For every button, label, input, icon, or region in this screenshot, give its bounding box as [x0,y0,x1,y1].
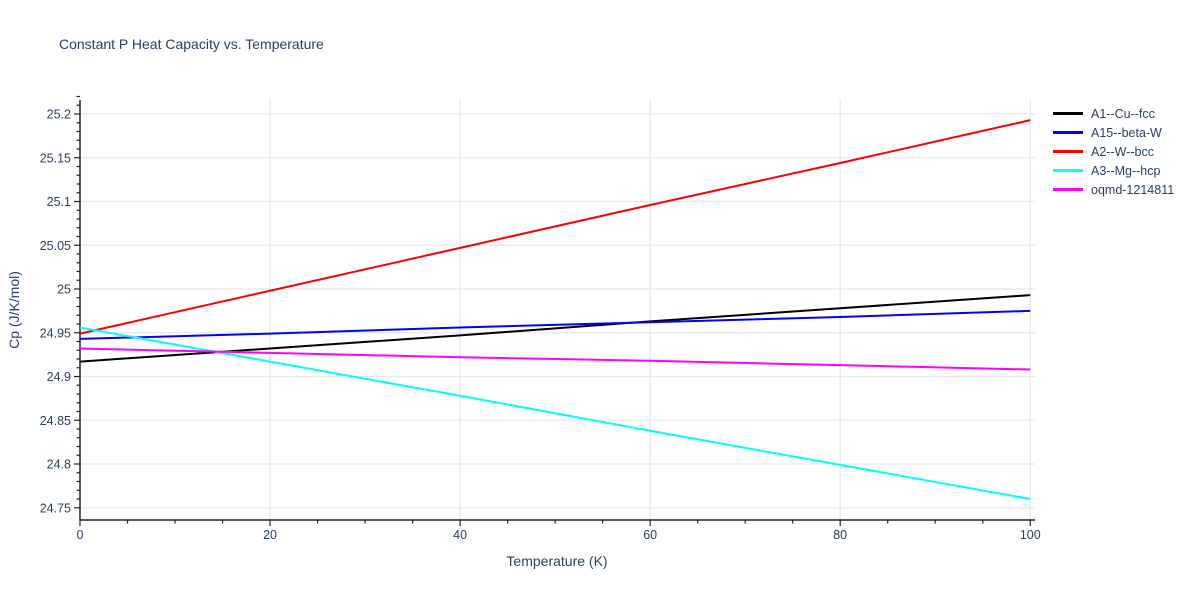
legend-swatch-line [1053,112,1083,115]
y-tick-label: 24.95 [40,326,71,340]
x-tick-label: 20 [263,528,277,542]
y-tick-label: 25 [57,283,71,297]
legend-swatch-line [1053,150,1083,153]
x-tick-label: 100 [1020,528,1041,542]
series-line-A15--beta-W [79,309,1031,340]
x-axis-title: Temperature (K) [506,553,608,569]
legend-swatch-line [1053,169,1083,172]
chart-title: Constant P Heat Capacity vs. Temperature [59,36,324,52]
legend-item[interactable]: A15--beta-W [1053,123,1174,142]
y-tick-label: 25.1 [47,195,71,209]
legend: A1--Cu--fcc A15--beta-W A2--W--bcc A3--M… [1053,104,1174,199]
axis-lines [79,100,1035,521]
x-tick-label: 80 [833,528,847,542]
x-tick-label: 40 [453,528,467,542]
legend-swatch-line [1053,188,1083,191]
y-tick-label: 24.8 [47,458,71,472]
x-tick-label: 0 [77,528,84,542]
y-tick-label: 25.05 [40,239,71,253]
legend-item-label: A1--Cu--fcc [1091,106,1155,121]
y-axis-title: Cp (J/K/mol) [6,271,22,349]
y-tick-label: 25.15 [40,151,71,165]
axis-ticks [74,95,1031,526]
tick-labels: 24.75 24.8 24.85 24.9 24.95 25 25.05 25.1 25.15 2… [40,108,1041,543]
series-line-oqmd-1214811 [79,347,1031,371]
gridlines [80,100,1035,520]
series-line-A1--Cu--fcc [79,294,1031,363]
y-tick-label: 24.85 [40,414,71,428]
legend-item-label: oqmd-1214811 [1091,182,1175,197]
x-tick-label: 60 [643,528,657,542]
y-tick-label: 25.2 [47,108,71,122]
legend-item[interactable]: A2--W--bcc [1053,142,1174,161]
y-tick-label: 24.9 [47,370,71,384]
legend-item[interactable]: A3--Mg--hcp [1053,161,1174,180]
legend-swatch-line [1053,131,1083,134]
legend-item-label: A15--beta-W [1091,125,1162,140]
legend-item-label: A2--W--bcc [1091,144,1154,159]
y-tick-label: 24.75 [40,501,71,515]
legend-item[interactable]: oqmd-1214811 [1053,180,1174,199]
series-line-A3--Mg--hcp [79,326,1031,500]
legend-item[interactable]: A1--Cu--fcc [1053,104,1174,123]
legend-item-label: A3--Mg--hcp [1091,163,1161,178]
series-line-A2--W--bcc [79,119,1031,335]
